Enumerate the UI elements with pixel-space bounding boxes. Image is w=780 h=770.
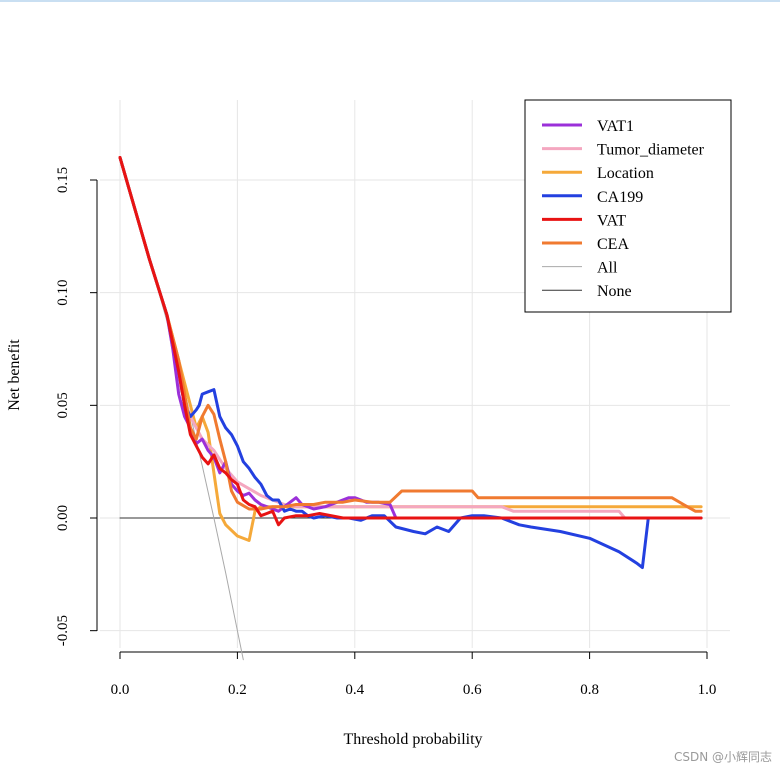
y-tick-label: 0.05 (55, 392, 71, 418)
y-axis-title: Net benefit (6, 339, 23, 411)
legend: VAT1 Tumor_diameter Location CA199 VAT CEA All… (524, 99, 732, 313)
x-tick-label: 0.4 (345, 682, 364, 698)
legend-label: Tumor_diameter (597, 142, 705, 159)
legend-label: All (597, 260, 618, 277)
top-border (0, 0, 780, 2)
y-tick-label: 0.00 (55, 505, 71, 531)
x-tick-label: 0.6 (463, 682, 482, 698)
y-tick-label: 0.15 (55, 167, 71, 193)
legend-label: VAT1 (597, 118, 634, 135)
legend-label: VAT (597, 212, 626, 229)
series-line-cea (118, 156, 703, 513)
x-ticks: 0.0 0.2 0.4 0.6 0.8 1.0 (111, 652, 717, 698)
legend-label: CA199 (597, 189, 643, 206)
series-line-vat (118, 156, 703, 527)
x-tick-label: 0.0 (111, 682, 130, 698)
watermark: CSDN @小辉同志 (674, 750, 772, 764)
legend-label: None (597, 283, 632, 300)
legend-label: CEA (597, 236, 629, 253)
y-tick-label: 0.10 (55, 280, 71, 306)
legend-label: Location (597, 165, 654, 182)
series-lines (118, 156, 703, 661)
x-tick-label: 1.0 (698, 682, 717, 698)
x-tick-label: 0.8 (580, 682, 599, 698)
y-tick-label: -0.05 (55, 615, 71, 646)
legend-box (524, 99, 732, 313)
y-ticks: -0.05 0.00 0.05 0.10 0.15 (55, 167, 97, 646)
x-axis-title: Threshold probability (343, 731, 482, 748)
x-tick-label: 0.2 (228, 682, 247, 698)
